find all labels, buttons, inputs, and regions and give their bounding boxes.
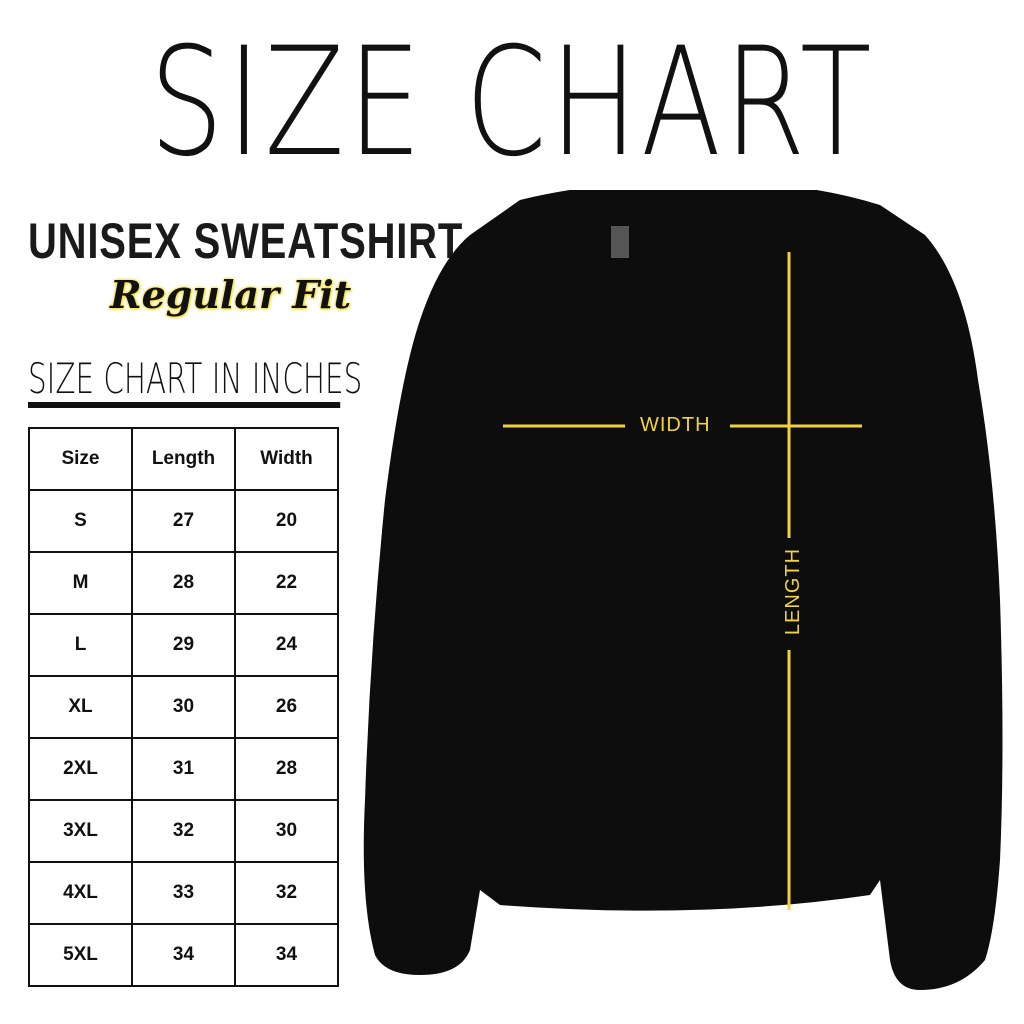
page-title: SIZE CHART bbox=[149, 16, 875, 190]
cell-size: 4XL bbox=[28, 861, 133, 925]
cell-size: 5XL bbox=[28, 923, 133, 987]
cell-size: 2XL bbox=[28, 737, 133, 801]
cell-width: 22 bbox=[234, 551, 339, 615]
header-width: Width bbox=[234, 427, 339, 491]
table-row: 2XL 31 28 bbox=[28, 737, 339, 801]
table-row: 5XL 34 34 bbox=[28, 923, 339, 987]
cell-length: 31 bbox=[131, 737, 236, 801]
cell-length: 28 bbox=[131, 551, 236, 615]
cell-width: 20 bbox=[234, 489, 339, 553]
table-row: XL 30 26 bbox=[28, 675, 339, 739]
neck-tag bbox=[611, 226, 629, 258]
cell-length: 29 bbox=[131, 613, 236, 677]
table-row: S 27 20 bbox=[28, 489, 339, 553]
cell-length: 34 bbox=[131, 923, 236, 987]
table-row: 4XL 33 32 bbox=[28, 861, 339, 925]
cell-size: 3XL bbox=[28, 799, 133, 863]
table-row: 3XL 32 30 bbox=[28, 799, 339, 863]
length-label: LENGTH bbox=[782, 547, 805, 636]
product-name: UNISEX SWEATSHIRT bbox=[28, 213, 464, 269]
cell-width: 26 bbox=[234, 675, 339, 739]
table-row: M 28 22 bbox=[28, 551, 339, 615]
cell-length: 33 bbox=[131, 861, 236, 925]
header-size: Size bbox=[28, 427, 133, 491]
cell-width: 24 bbox=[234, 613, 339, 677]
cell-width: 28 bbox=[234, 737, 339, 801]
cell-width: 30 bbox=[234, 799, 339, 863]
cell-length: 30 bbox=[131, 675, 236, 739]
cell-length: 27 bbox=[131, 489, 236, 553]
header-length: Length bbox=[131, 427, 236, 491]
fit-label: Regular Fit bbox=[110, 272, 352, 317]
table-title: SIZE CHART IN INCHES bbox=[28, 356, 362, 408]
cell-size: M bbox=[28, 551, 133, 615]
cell-size: XL bbox=[28, 675, 133, 739]
table-header-row: Size Length Width bbox=[28, 427, 339, 491]
cell-size: S bbox=[28, 489, 133, 553]
cell-width: 32 bbox=[234, 861, 339, 925]
cell-width: 34 bbox=[234, 923, 339, 987]
cell-length: 32 bbox=[131, 799, 236, 863]
sweatshirt-image bbox=[363, 190, 1003, 990]
size-table: Size Length Width S 27 20 M 28 22 L 29 24 XL 30 26 2… bbox=[28, 427, 339, 987]
width-label: WIDTH bbox=[640, 414, 711, 436]
cell-size: L bbox=[28, 613, 133, 677]
table-row: L 29 24 bbox=[28, 613, 339, 677]
sweatshirt-body bbox=[363, 190, 1003, 990]
